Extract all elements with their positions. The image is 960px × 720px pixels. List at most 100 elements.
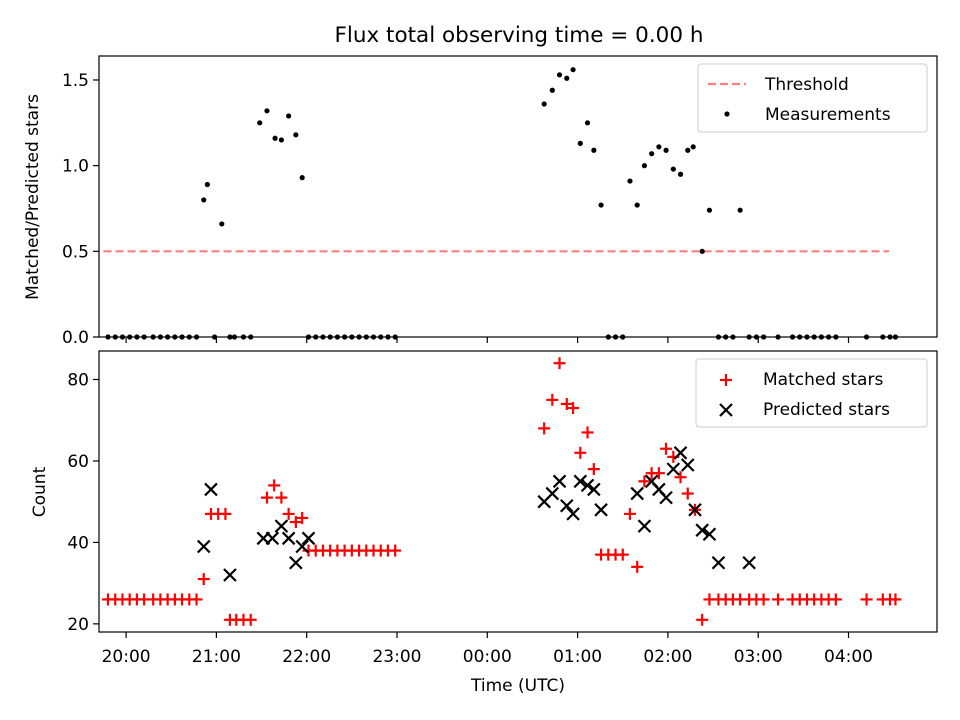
- measurement-point: [570, 67, 576, 73]
- measurement-point: [833, 334, 839, 340]
- matched-star-point: [268, 479, 281, 492]
- measurement-point: [211, 334, 218, 340]
- predicted-star-point: [552, 474, 567, 489]
- measurement-point: [818, 334, 825, 340]
- predicted-star-point: [573, 474, 588, 489]
- predicted-star-point: [680, 458, 695, 472]
- top-ytick-label: 1.5: [62, 71, 89, 91]
- measurement-point: [141, 334, 147, 340]
- bottom-ytick-label: 40: [67, 533, 89, 553]
- measurement-point: [746, 334, 752, 340]
- measurement-point: [248, 334, 254, 340]
- legend-threshold-label: Threshold: [764, 75, 849, 95]
- measurement-point: [240, 334, 247, 340]
- x-axis-label: Time (UTC): [470, 676, 565, 696]
- xtick-label: 03:00: [734, 647, 783, 667]
- measurement-point: [811, 334, 817, 340]
- measurement-point: [753, 334, 759, 340]
- measurement-point: [605, 334, 611, 340]
- chart-title: Flux total observing time = 0.00 h: [335, 23, 704, 48]
- measurement-point: [257, 120, 263, 126]
- top-ylabel: Matched/Predicted stars: [23, 94, 43, 300]
- bottom-marks: [102, 357, 902, 626]
- measurement-point: [649, 151, 655, 157]
- predicted-star-point: [545, 486, 560, 501]
- legend-matched-marker: [720, 374, 732, 386]
- bottom-panel: 20 40 60 80 20:00 21:00 22:00 23:00 00:00 01:00 0…: [30, 350, 938, 667]
- predicted-star-point: [196, 539, 211, 554]
- measurement-point: [789, 334, 796, 340]
- legend-predicted-label: Predicted stars: [763, 400, 890, 420]
- xtick-label: 00:00: [463, 647, 512, 667]
- measurement-point: [730, 334, 736, 340]
- measurement-point: [641, 163, 648, 169]
- measurement-point: [286, 113, 292, 119]
- top-legend: Threshold Measurements: [697, 63, 928, 133]
- matched-star-point: [389, 544, 402, 557]
- predicted-star-point: [301, 531, 316, 546]
- predicted-star-point: [223, 568, 237, 582]
- matched-star-point: [567, 402, 580, 415]
- measurement-point: [556, 72, 563, 78]
- measurement-point: [549, 87, 555, 93]
- matched-star-point: [860, 593, 873, 606]
- measurement-point: [804, 334, 810, 340]
- bottom-ylabel: Count: [30, 466, 50, 517]
- measurement-point: [887, 334, 893, 340]
- measurement-point: [165, 334, 171, 340]
- matched-star-point: [296, 511, 309, 524]
- predicted-star-point: [666, 462, 681, 476]
- xtick-label: 21:00: [192, 647, 241, 667]
- bottom-y-ticks: 20 40 60 80: [67, 371, 99, 635]
- top-plot-area: [98, 55, 938, 338]
- measurement-point: [231, 334, 238, 340]
- matched-star-point: [538, 422, 551, 435]
- measurement-point: [299, 175, 305, 181]
- matched-star-point: [553, 357, 566, 370]
- measurement-point: [134, 334, 140, 340]
- measurement-point: [186, 334, 192, 340]
- measurement-point: [305, 334, 312, 340]
- predicted-star-point: [702, 527, 717, 542]
- top-ytick-label: 0.0: [62, 328, 89, 348]
- bottom-plot-area: [98, 350, 938, 633]
- matched-star-point: [623, 507, 636, 520]
- top-ytick-label: 1.0: [62, 157, 89, 177]
- measurement-point: [797, 334, 803, 340]
- matched-star-point: [197, 573, 210, 586]
- measurement-point: [598, 202, 604, 208]
- measurement-point: [699, 248, 705, 254]
- predicted-star-point: [281, 531, 296, 546]
- measurement-point: [172, 334, 178, 340]
- measurement-point: [204, 181, 210, 188]
- predicted-star-point: [742, 555, 756, 570]
- predicted-star-point: [659, 490, 673, 505]
- matched-star-point: [574, 446, 587, 459]
- predicted-star-point: [274, 519, 289, 533]
- predicted-star-point: [711, 555, 726, 570]
- legend-matched-label: Matched stars: [763, 370, 883, 390]
- matched-star-point: [660, 442, 673, 455]
- measurement-point: [179, 334, 185, 340]
- xtick-label: 04:00: [824, 647, 873, 667]
- measurement-point: [690, 144, 696, 150]
- legend-predicted-marker: [719, 403, 733, 417]
- measurement-point: [320, 334, 326, 340]
- predicted-star-point: [295, 539, 309, 554]
- predicted-star-point: [580, 478, 595, 493]
- predicted-star-point: [265, 531, 280, 546]
- predicted-star-point: [673, 446, 688, 460]
- matched-star-point: [219, 507, 232, 520]
- measurement-point: [541, 101, 547, 107]
- predicted-star-point: [289, 555, 303, 570]
- predicted-star-point: [587, 482, 601, 497]
- predicted-star-point: [688, 503, 702, 517]
- predicted-star-point: [204, 482, 218, 497]
- matched-star-point: [889, 593, 902, 606]
- measurement-point: [193, 334, 200, 340]
- measurement-point: [634, 202, 640, 208]
- matched-star-point: [260, 491, 273, 504]
- matched-star-point: [829, 593, 842, 606]
- measurement-point: [775, 334, 781, 340]
- measurement-point: [656, 144, 662, 150]
